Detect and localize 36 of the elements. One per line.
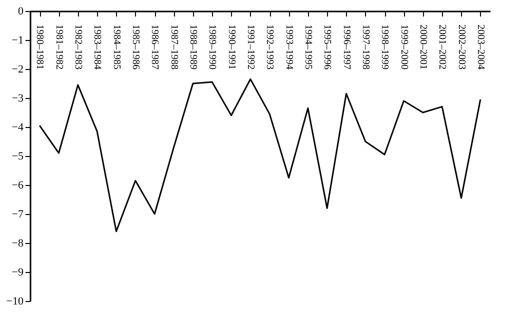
y-tick-label: −5 [12,150,24,162]
x-tick-label: 2001–2002 [436,24,448,70]
x-tick-label: 1988–1989 [187,24,198,70]
x-tick-label: 1984–1985 [110,24,122,70]
x-tick-label: 1992–1993 [264,24,276,70]
x-tick-label: 1980–1981 [34,24,46,70]
x-tick-label: 1989–1990 [206,24,218,70]
x-tick-label: 1983–1984 [92,24,103,70]
x-tick-label: 1987–1988 [168,24,180,70]
y-tick-label: −3 [12,92,24,104]
line-series [38,78,482,232]
y-tick-label: −8 [12,238,24,250]
x-tick-label: 1991–1992 [244,24,256,70]
x-tick-label: 1985–1986 [130,24,141,70]
y-tick-label: −4 [12,122,24,134]
y-tick-label: −7 [12,208,24,220]
y-tick-label: −2 [12,64,24,76]
x-tick-label: 2003–2004 [474,24,486,70]
x-tick-label: 1995–1996 [322,24,333,70]
x-tick-label: 1997–1998 [360,24,371,70]
x-tick-label: 1986–1987 [149,24,160,70]
x-tick-label: 1994–1995 [302,24,314,70]
x-tick-label: 1996–1997 [340,24,352,70]
y-tick-label: −9 [12,266,24,278]
x-tick-label: 2002–2003 [456,24,467,70]
x-tick-label: 1998–1999 [379,24,390,70]
x-tick-label: 1981–1982 [53,24,64,70]
x-tick-label: 1990–1991 [226,24,237,70]
y-tick-label: −1 [12,34,24,46]
y-tick-label: −6 [12,180,24,192]
x-tick-label: 1999–2000 [398,24,410,70]
x-tick-label: 2000–2001 [417,24,428,70]
y-tick-label: −10 [6,296,24,308]
x-tick-label: 1982–1983 [72,24,84,70]
y-tick-label: 0 [18,6,24,18]
x-tick-label: 1993–1994 [283,24,294,70]
